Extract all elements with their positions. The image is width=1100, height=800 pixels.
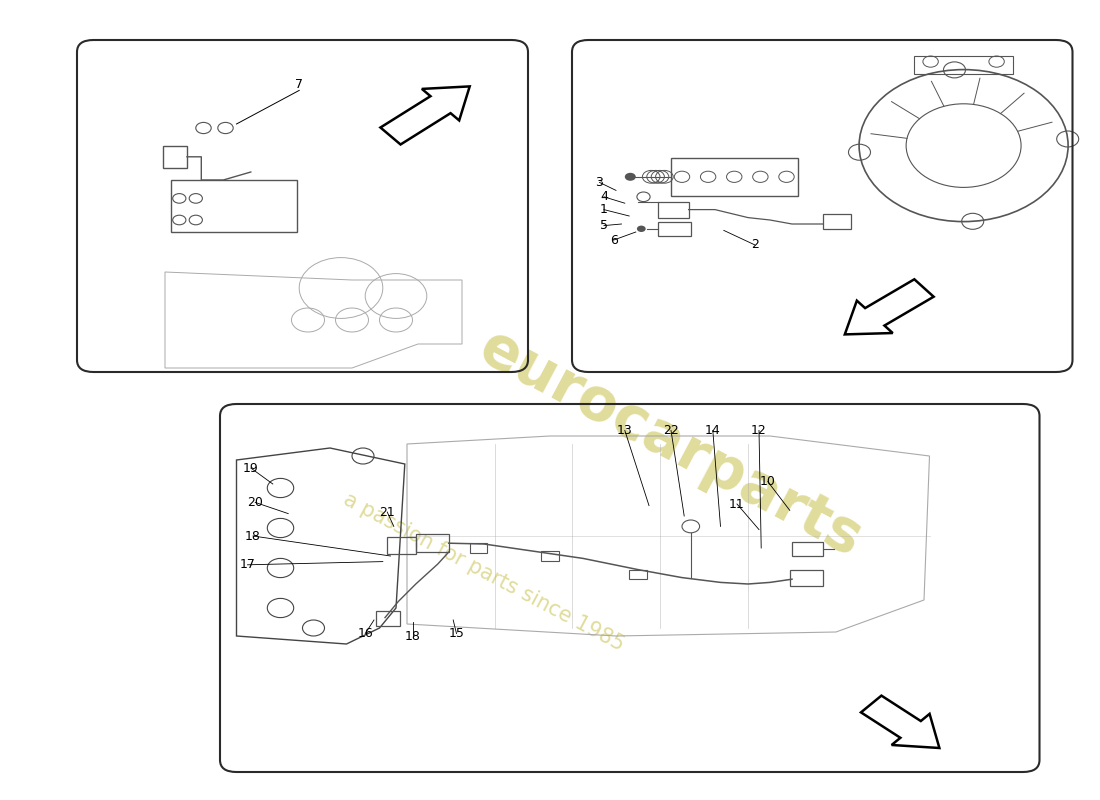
Text: 16: 16	[358, 627, 373, 640]
Bar	[792, 542, 823, 556]
Bar	[658, 202, 689, 218]
Text: 11: 11	[729, 498, 745, 510]
Text: 18: 18	[245, 530, 261, 542]
Text: 17: 17	[240, 558, 255, 571]
Text: 10: 10	[760, 475, 775, 488]
Bar	[790, 570, 823, 586]
Text: 18: 18	[405, 630, 420, 642]
Text: eurocarparts: eurocarparts	[470, 319, 872, 569]
Text: 5: 5	[600, 219, 608, 232]
Text: 1: 1	[600, 203, 608, 216]
Text: 4: 4	[600, 190, 608, 203]
Bar	[914, 56, 1013, 74]
Text: 7: 7	[295, 78, 304, 90]
Text: 2: 2	[750, 238, 759, 251]
Bar	[416, 534, 449, 552]
Text: 21: 21	[379, 506, 395, 518]
Bar	[470, 543, 487, 553]
Text: 14: 14	[705, 424, 720, 437]
Text: 3: 3	[595, 176, 604, 189]
Bar	[629, 570, 647, 579]
Text: 13: 13	[617, 424, 632, 437]
Bar	[658, 222, 691, 236]
Text: 19: 19	[243, 462, 258, 474]
Bar	[823, 214, 851, 229]
Bar	[387, 537, 416, 554]
Text: 6: 6	[609, 234, 618, 246]
Circle shape	[637, 226, 646, 232]
Bar	[541, 551, 559, 561]
Text: 20: 20	[248, 496, 263, 509]
Bar	[170, 180, 297, 232]
Bar	[671, 158, 798, 196]
Text: a passion for parts since 1985: a passion for parts since 1985	[340, 490, 628, 654]
Text: 12: 12	[751, 424, 767, 437]
Text: 15: 15	[449, 627, 464, 640]
Bar	[163, 146, 187, 168]
Text: 22: 22	[663, 424, 679, 437]
Circle shape	[625, 173, 636, 181]
Bar	[376, 611, 400, 626]
